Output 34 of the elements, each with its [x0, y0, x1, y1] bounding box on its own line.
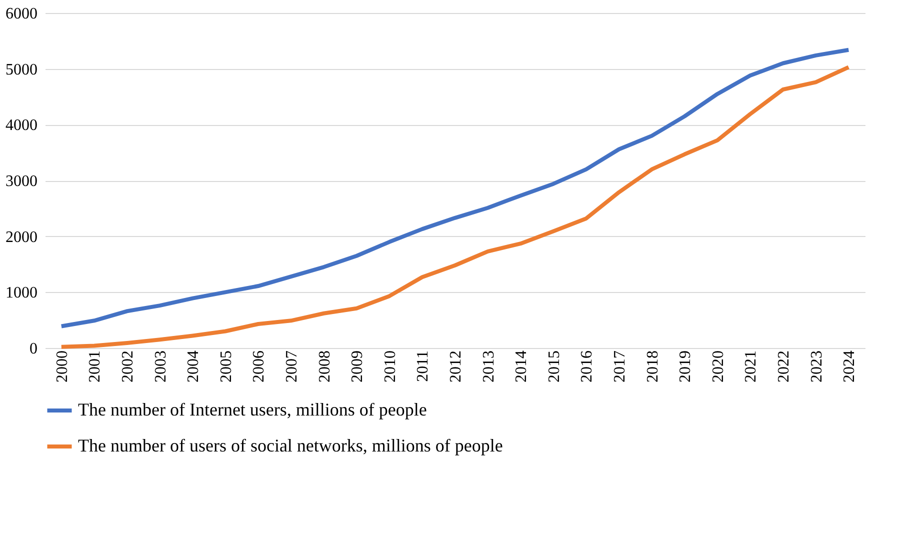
- y-tick-label: 1000: [6, 284, 38, 302]
- x-tick-label: 2005: [218, 350, 235, 382]
- x-tick-label: 2015: [546, 350, 563, 382]
- x-tick-label: 2018: [644, 350, 662, 382]
- y-tick-label: 0: [30, 340, 38, 358]
- x-tick-label: 2003: [152, 350, 170, 382]
- x-tick-label: 2021: [742, 350, 760, 382]
- x-tick-label: 2011: [414, 350, 432, 382]
- x-tick-label: 2022: [776, 350, 792, 382]
- x-tick-label: 2016: [578, 350, 596, 382]
- y-tick-label: 5000: [6, 61, 38, 78]
- x-tick-label: 2019: [677, 350, 694, 382]
- x-tick-label: 2020: [710, 350, 727, 382]
- x-tick-label: 2000: [54, 350, 71, 382]
- x-tick-label: 2002: [120, 350, 136, 382]
- x-tick-label: 2012: [448, 350, 464, 382]
- legend-label: The number of Internet users, millions of people: [78, 400, 427, 420]
- x-tick-label: 2013: [480, 350, 498, 382]
- x-tick-label: 2024: [841, 350, 858, 382]
- x-tick-label: 2007: [284, 350, 300, 382]
- y-tick-label: 3000: [6, 173, 38, 190]
- x-tick-label: 2001: [86, 350, 104, 382]
- x-tick-label: 2009: [349, 350, 366, 382]
- y-tick-label: 6000: [6, 6, 38, 22]
- x-tick-label: 2010: [382, 350, 399, 382]
- x-tick-label: 2004: [185, 350, 202, 382]
- y-tick-label: 4000: [6, 117, 38, 134]
- x-tick-label: 2023: [808, 350, 826, 382]
- y-tick-label: 2000: [6, 228, 38, 246]
- x-tick-label: 2014: [513, 350, 530, 382]
- legend-label: The number of users of social networks, millions of people: [78, 436, 503, 456]
- x-tick-label: 2008: [316, 350, 334, 382]
- x-tick-label: 2006: [250, 350, 268, 382]
- x-tick-label: 2017: [612, 350, 628, 382]
